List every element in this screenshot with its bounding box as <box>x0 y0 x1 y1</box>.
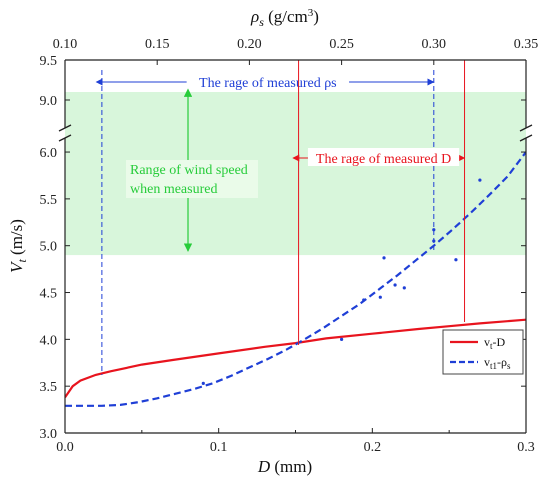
scatter-point <box>382 256 386 260</box>
x-tick-label: 0.1 <box>210 440 228 455</box>
svg-text:Vt (m/s): Vt (m/s) <box>7 219 29 273</box>
scatter-point <box>393 283 397 287</box>
y-tick-label: 9.0 <box>40 94 58 109</box>
y-tick-label: 4.0 <box>40 333 58 348</box>
scatter-point <box>201 381 205 385</box>
scatter-point <box>378 295 382 299</box>
y-axis-title: Vt (m/s) <box>7 219 29 273</box>
axes-layer: 0.0 0.1 0.2 0.3 0.10 0.15 0.20 0.25 0.30 0.35 3.0 3… <box>40 37 539 455</box>
legend-label-vt-D: vt-D <box>484 335 506 351</box>
series-line-vt-D <box>65 318 526 399</box>
scatter-point <box>362 298 366 302</box>
x-tick-label: 0.0 <box>56 440 74 455</box>
scatter-point <box>454 258 458 262</box>
y-tick-label: 5.0 <box>40 240 58 255</box>
y-tick-label: 9.5 <box>40 54 58 69</box>
scatter-point <box>402 286 406 290</box>
legend-label-vt1-rho: vt1-ρs <box>484 355 511 371</box>
x-tick-label: 0.2 <box>364 440 382 455</box>
x2-tick-label: 0.10 <box>53 37 78 52</box>
wind-range-label-line2: when measured <box>130 182 217 197</box>
y-tick-label: 4.5 <box>40 287 58 302</box>
scatter-point <box>432 228 436 232</box>
y-tick-label: 3.0 <box>40 427 58 442</box>
axis-break-mark <box>519 134 533 142</box>
wind-range-label-line1: Range of wind speed <box>130 163 248 178</box>
rho-range-label: The rage of measured ρs <box>199 76 337 91</box>
wind-range-label-bg <box>126 160 258 198</box>
series-line-vt1-rho <box>65 151 526 407</box>
axis-break-mark <box>58 124 72 132</box>
scatter-layer <box>201 178 482 385</box>
x-tick-label: 0.3 <box>517 440 535 455</box>
rho-range-label-bg <box>186 72 350 90</box>
svg-text:ρs (g/cm3): ρs (g/cm3) <box>250 7 319 29</box>
scatter-point <box>340 337 344 341</box>
scatter-point <box>478 178 482 182</box>
x-axis-title: D (mm) <box>257 457 312 476</box>
legend-box <box>442 329 524 375</box>
axis-break-mark <box>519 124 533 132</box>
x2-tick-label: 0.15 <box>145 37 170 52</box>
y-tick-label: 3.5 <box>40 380 58 395</box>
y-tick-label: 6.0 <box>40 146 58 161</box>
d-range-label: The rage of measured D <box>316 152 451 167</box>
svg-text:D (mm): D (mm) <box>257 457 312 476</box>
axis-break-mark <box>58 134 72 142</box>
y-tick-label: 5.5 <box>40 193 58 208</box>
x2-tick-label: 0.35 <box>514 37 539 52</box>
x2-tick-label: 0.25 <box>329 37 354 52</box>
x2-tick-label: 0.20 <box>237 37 262 52</box>
annotation-layer: The rage of measured ρs The rage of meas… <box>95 60 466 375</box>
legend: vt-D vt1-ρs <box>442 329 524 375</box>
x2-axis-title: ρs (g/cm3) <box>250 7 319 29</box>
x2-tick-label: 0.30 <box>422 37 447 52</box>
d-range-label-bg <box>307 148 460 166</box>
series-layer <box>65 151 526 407</box>
